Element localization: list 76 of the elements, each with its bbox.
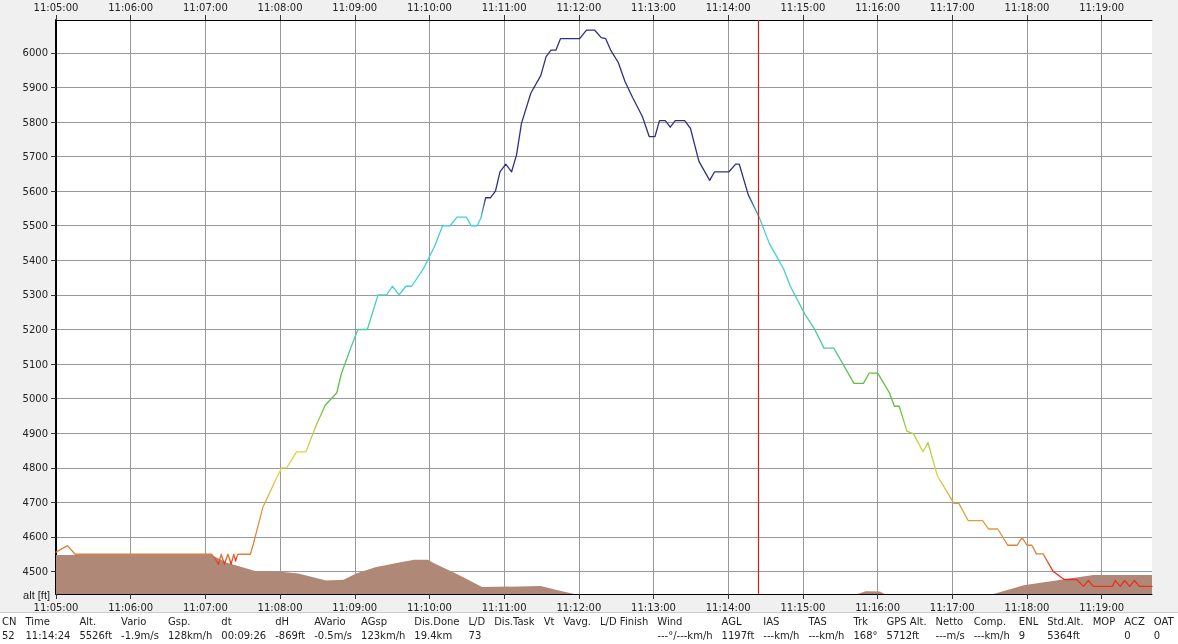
y-tick-label: 5200 bbox=[22, 323, 48, 335]
x-tick-label: 11:08:00 bbox=[257, 601, 303, 613]
line-series bbox=[55, 29, 1153, 588]
text: Std.Alt. 5364ft bbox=[1047, 615, 1084, 643]
x2-tick-label: 11:14:00 bbox=[705, 1, 751, 13]
x2-tick-label: 11:10:00 bbox=[406, 1, 452, 13]
text: Vt bbox=[543, 615, 555, 629]
y-tick-label: 4800 bbox=[22, 462, 48, 474]
y-tick-label: 5600 bbox=[22, 185, 48, 197]
text: Alt. 5526ft bbox=[79, 615, 113, 643]
x2-tick-label: 11:08:00 bbox=[257, 1, 303, 13]
x2-tick-label: 11:09:00 bbox=[332, 1, 378, 13]
x-tick-label: 11:17:00 bbox=[929, 601, 975, 613]
y-tick-label: 5900 bbox=[22, 81, 48, 93]
text: ACZ 0 bbox=[1124, 615, 1145, 643]
x2-tick-label: 11:11:00 bbox=[481, 1, 527, 13]
x-tick-label: 11:06:00 bbox=[108, 601, 154, 613]
text: Trk 168° bbox=[853, 615, 878, 643]
x-tick-label: 11:14:00 bbox=[705, 601, 751, 613]
text: GPS Alt. 5712ft bbox=[886, 615, 927, 643]
y-tick-label: 5500 bbox=[22, 220, 48, 232]
y-tick-label: 5100 bbox=[22, 358, 48, 370]
y-tick-label: 4700 bbox=[22, 496, 48, 508]
y-tick-label: 5800 bbox=[22, 116, 48, 128]
text: Gsp. 128km/h bbox=[167, 615, 213, 643]
text: dt 00:09:26 bbox=[221, 615, 267, 643]
text: TAS ---km/h bbox=[808, 615, 845, 643]
text: ENL 9 bbox=[1018, 615, 1039, 643]
y-tick-label: 5400 bbox=[22, 254, 48, 266]
y-tick-label: 5000 bbox=[22, 393, 48, 405]
text: Vario -1.9m/s bbox=[121, 615, 159, 643]
text: MOP bbox=[1092, 615, 1116, 629]
x2-tick-label: 11:16:00 bbox=[855, 1, 901, 13]
text: AGL 1197ft bbox=[721, 615, 755, 643]
text: L/D 73 bbox=[468, 615, 486, 643]
y-tick-label: 4500 bbox=[22, 566, 48, 578]
text: Dis.Done 19.4km bbox=[414, 615, 460, 643]
y-axis-title: alt [ft] bbox=[23, 588, 50, 601]
y-tick-label: 4600 bbox=[22, 531, 48, 543]
x-tick-label: 11:12:00 bbox=[556, 601, 602, 613]
x-tick-label: 11:15:00 bbox=[780, 601, 826, 613]
text: CN 52 bbox=[2, 615, 17, 643]
text: Netto ---m/s bbox=[935, 615, 965, 643]
x-tick-label: 11:10:00 bbox=[406, 601, 452, 613]
x2-tick-label: 11:18:00 bbox=[1004, 1, 1050, 13]
y-tick-label: 5300 bbox=[22, 289, 48, 301]
x2-tick-label: 11:15:00 bbox=[780, 1, 826, 13]
text: Wind ---°/---km/h bbox=[657, 615, 713, 643]
x-tick-label: 11:05:00 bbox=[33, 601, 79, 613]
x-tick-label: 11:16:00 bbox=[855, 601, 901, 613]
x-tick-label: 11:07:00 bbox=[182, 601, 228, 613]
x2-tick-label: 11:19:00 bbox=[1079, 1, 1125, 13]
y-tick-label: 6000 bbox=[22, 47, 48, 59]
text: AGsp 123km/h bbox=[361, 615, 406, 643]
text: OAT 0 bbox=[1153, 615, 1174, 643]
text: Vavg. bbox=[563, 615, 592, 629]
x2-tick-label: 11:12:00 bbox=[556, 1, 602, 13]
text: IAS ---km/h bbox=[763, 615, 800, 643]
x-tick-label: 11:11:00 bbox=[481, 601, 527, 613]
text: Comp. ---km/h bbox=[973, 615, 1010, 643]
text: AVario -0.5m/s bbox=[314, 615, 353, 643]
x2-tick-label: 11:17:00 bbox=[929, 1, 975, 13]
text: dH -869ft bbox=[275, 615, 306, 643]
x2-tick-label: 11:07:00 bbox=[182, 1, 228, 13]
x-tick-label: 11:13:00 bbox=[631, 601, 676, 613]
text: Time 11:14:24 bbox=[25, 615, 71, 643]
x2-tick-label: 11:05:00 bbox=[33, 1, 79, 13]
text: Dis.Task bbox=[494, 615, 535, 629]
x-tick-label: 11:18:00 bbox=[1004, 601, 1050, 613]
x2-tick-label: 11:06:00 bbox=[108, 1, 154, 13]
x-tick-label: 11:19:00 bbox=[1079, 601, 1125, 613]
x2-tick-label: 11:13:00 bbox=[631, 1, 676, 13]
y-tick-label: 5700 bbox=[22, 151, 48, 163]
x-tick-label: 11:09:00 bbox=[332, 601, 378, 613]
text: L/D Finish bbox=[600, 615, 649, 629]
y-tick-label: 4900 bbox=[22, 427, 48, 439]
